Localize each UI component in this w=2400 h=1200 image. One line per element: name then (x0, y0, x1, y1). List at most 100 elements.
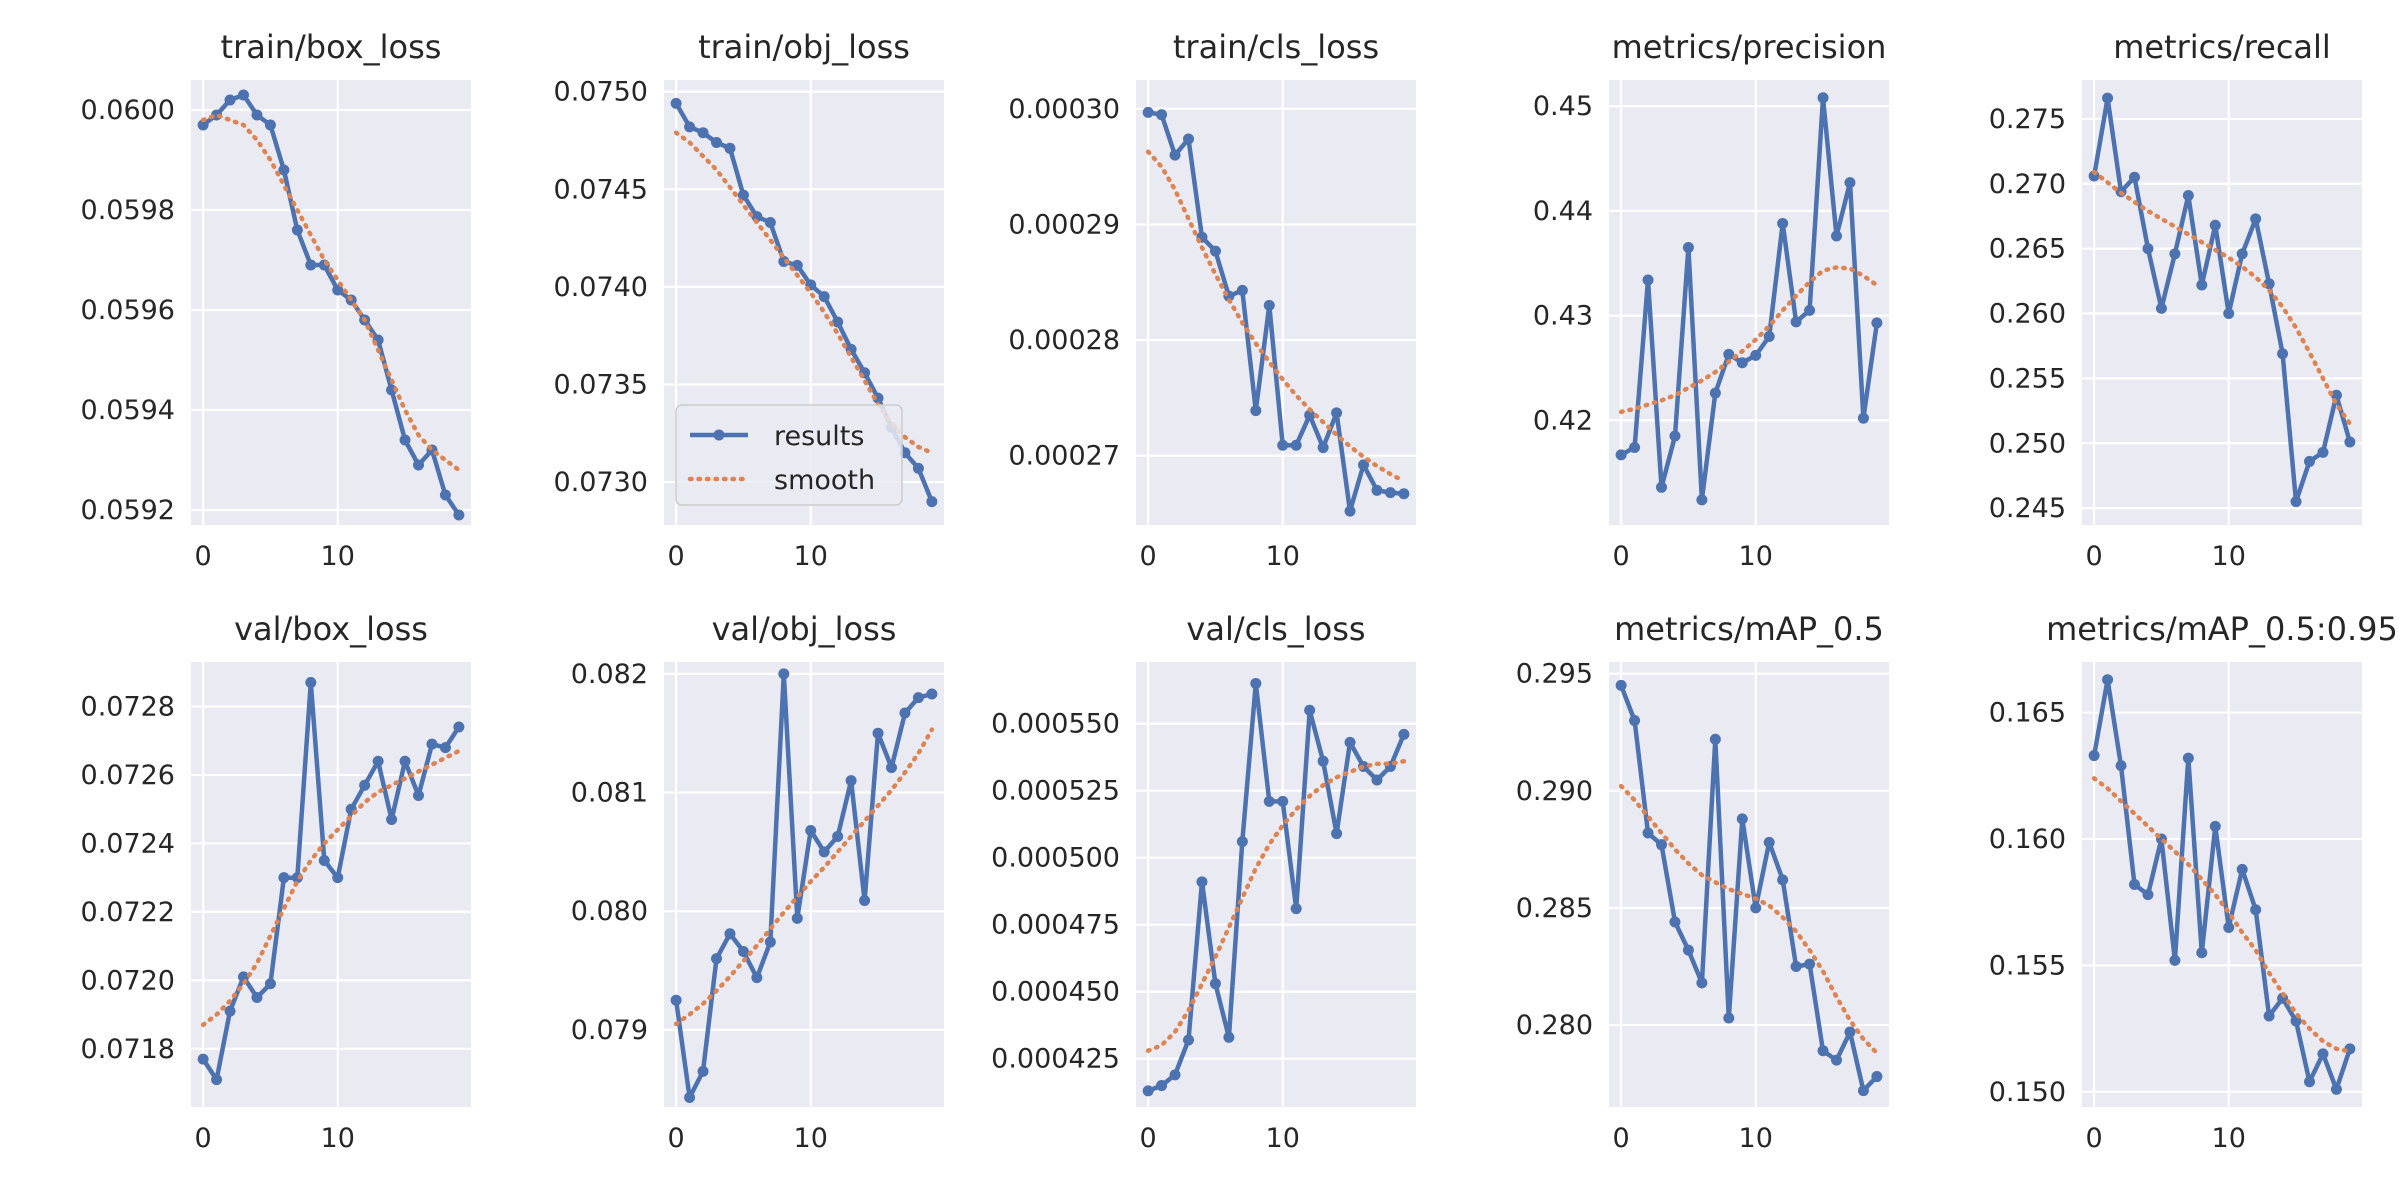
results-point (2155, 302, 2167, 314)
series-layer (1615, 92, 1883, 506)
x-tick-label: 0 (1140, 541, 1157, 572)
results-point (1682, 242, 1694, 254)
y-tick-label: 0.000500 (991, 843, 1120, 874)
x-tick-label: 0 (1613, 1123, 1630, 1154)
results-point (211, 1074, 223, 1086)
results-line (1147, 110, 1405, 514)
results-point (670, 97, 682, 109)
x-tick-label: 10 (1739, 541, 1773, 572)
smooth-line (2091, 169, 2353, 427)
results-point (1398, 728, 1410, 740)
results-point (1250, 677, 1262, 689)
results-point (372, 755, 384, 767)
results-point (426, 738, 438, 750)
results-point (264, 119, 276, 131)
series-layer (1142, 106, 1410, 517)
x-tick-label: 10 (2212, 541, 2246, 572)
results-point (1304, 409, 1316, 421)
x-tick-label: 0 (1613, 541, 1630, 572)
subplot-title: metrics/precision (1612, 28, 1887, 66)
y-tick-label: 0.275 (1989, 104, 2066, 135)
x-tick-label: 10 (1266, 1123, 1300, 1154)
results-point (912, 692, 924, 704)
series-layer (2088, 674, 2356, 1095)
results-point (1250, 405, 1262, 417)
results-point (1763, 331, 1775, 343)
results-point (1290, 439, 1302, 451)
results-point (2236, 863, 2248, 875)
results-point (912, 462, 924, 474)
results-point (1696, 494, 1708, 506)
results-point (1696, 977, 1708, 989)
results-point (1790, 316, 1802, 328)
results-point (1844, 177, 1856, 189)
results-point (413, 459, 424, 471)
smooth-line (673, 727, 935, 1027)
results-line (2091, 95, 2353, 504)
y-tick-label: 0.155 (1989, 950, 2066, 981)
results-point (386, 813, 398, 825)
results-point (1642, 827, 1654, 839)
results-point (1196, 876, 1208, 888)
x-tick-label: 10 (794, 541, 828, 572)
results-point (926, 496, 938, 508)
results-point (238, 89, 249, 101)
results-point (278, 164, 290, 176)
results-point (318, 855, 330, 867)
results-point (1682, 944, 1694, 956)
y-tick-label: 0.079 (571, 1015, 648, 1046)
y-tick-label: 0.160 (1989, 824, 2066, 855)
results-point (197, 119, 209, 131)
legend-results-label: results (774, 421, 864, 452)
results-point (2290, 496, 2302, 508)
results-point (818, 846, 830, 858)
results-point (1371, 484, 1383, 496)
results-point (1669, 430, 1681, 442)
subplot-1: 0 10 0.0592 0.0594 0.0596 0.0598 0.0600 train/b… (81, 28, 471, 572)
results-point (1736, 357, 1748, 369)
results-point (1763, 836, 1775, 848)
y-tick-label: 0.0722 (81, 897, 175, 928)
x-tick-label: 0 (195, 1123, 212, 1154)
results-point (2142, 889, 2154, 901)
plot-area (1609, 80, 1889, 525)
results-point (724, 142, 736, 154)
y-tick-label: 0.255 (1989, 363, 2066, 394)
subplot-4: 0 10 0.42 0.43 0.44 0.45 metrics/precision (1533, 28, 1889, 572)
results-point (1142, 1085, 1154, 1097)
results-point (872, 727, 884, 739)
results-point (1290, 903, 1302, 915)
y-tick-label: 0.0728 (81, 692, 175, 723)
smooth-line (2091, 776, 2353, 1054)
results-point (1615, 679, 1627, 691)
results-point (2317, 1048, 2329, 1060)
x-tick-label: 0 (195, 541, 212, 572)
results-point (1629, 715, 1641, 727)
results-point (1331, 407, 1343, 419)
results-point (1209, 245, 1221, 257)
x-tick-label: 0 (668, 541, 685, 572)
results-point (832, 316, 844, 328)
y-tick-label: 0.295 (1516, 659, 1593, 690)
results-point (2330, 1083, 2342, 1095)
results-point (818, 291, 830, 303)
results-point (2304, 455, 2315, 467)
y-tick-label: 0.0720 (81, 965, 175, 996)
smooth-line (1618, 783, 1880, 1056)
results-point (305, 677, 317, 689)
results-point (2115, 760, 2127, 772)
results-point (1831, 230, 1842, 242)
results-point (1277, 439, 1289, 451)
results-point (2250, 213, 2262, 225)
y-tick-label: 0.250 (1989, 428, 2066, 459)
results-point (2317, 446, 2329, 458)
plot-area (2082, 80, 2362, 525)
results-point (2142, 243, 2154, 255)
y-tick-label: 0.165 (1989, 698, 2066, 729)
x-tick-label: 10 (321, 1123, 355, 1154)
results-point (2102, 674, 2114, 686)
results-point (1656, 481, 1667, 493)
results-point (399, 755, 411, 767)
results-point (399, 434, 411, 446)
results-point (832, 830, 844, 842)
